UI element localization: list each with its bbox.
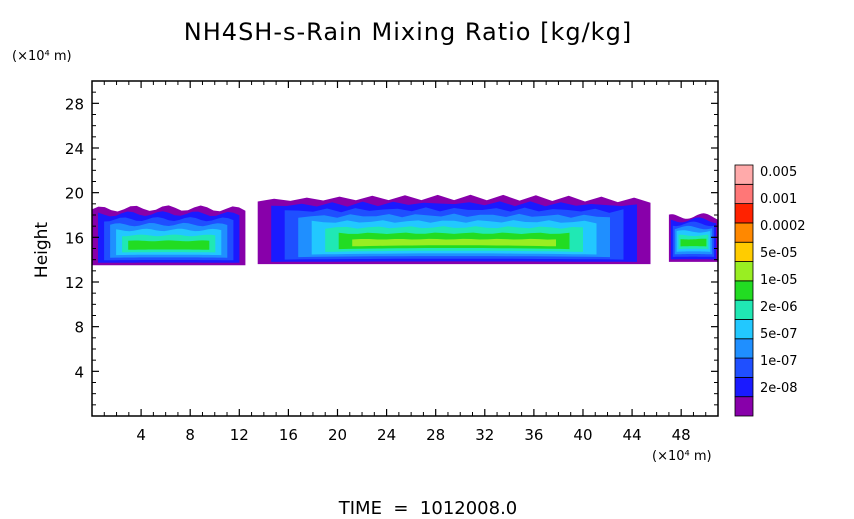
color-legend: 2e-08 1e-07 5e-07 2e-06 1e-05 5e-05 0.0002 0.00… xyxy=(734,164,806,417)
legend-label: 0.005 xyxy=(760,165,797,180)
legend-swatch xyxy=(734,203,754,224)
legend-swatch xyxy=(734,280,754,301)
field-band-right-6 xyxy=(680,238,707,247)
x-tick-label: 8 xyxy=(185,426,195,444)
y-unit-label: (×10⁴ m) xyxy=(12,49,72,64)
legend-label: 5e-05 xyxy=(760,246,798,261)
x-tick-label: 24 xyxy=(377,426,396,444)
y-tick-label: 20 xyxy=(65,185,84,203)
y-axis-label: Height xyxy=(32,222,52,279)
legend-swatch xyxy=(734,376,754,398)
x-tick-label: 20 xyxy=(328,426,347,444)
y-tick-label: 4 xyxy=(74,363,84,381)
legend-swatch xyxy=(734,299,754,320)
legend-label: 2e-06 xyxy=(760,300,798,315)
legend-label: 2e-08 xyxy=(760,381,798,396)
x-tick-label: 32 xyxy=(475,426,494,444)
legend-swatch xyxy=(734,319,754,340)
x-tick-label: 40 xyxy=(573,426,592,444)
x-tick-label: 28 xyxy=(426,426,445,444)
field-band-left-6 xyxy=(128,240,210,250)
legend-label: 0.0002 xyxy=(760,219,806,234)
y-tick-label: 12 xyxy=(65,274,84,292)
x-tick-label: 44 xyxy=(623,426,642,444)
legend-swatch xyxy=(734,261,754,282)
legend-swatch xyxy=(734,396,754,417)
x-tick-label: 48 xyxy=(672,426,691,444)
x-axis: 4 8 12 16 20 24 28 32 36 40 44 48 xyxy=(103,81,707,444)
y-tick-label: 28 xyxy=(65,95,84,113)
legend-label: 1e-07 xyxy=(760,354,798,369)
x-tick-label: 16 xyxy=(279,426,298,444)
legend-swatch xyxy=(734,357,754,378)
y-tick-label: 24 xyxy=(65,140,84,158)
field-band-main-7 xyxy=(352,238,556,247)
legend-swatch xyxy=(734,338,754,359)
chart-title: NH4SH-s-Rain Mixing Ratio [kg/kg] xyxy=(184,18,632,46)
legend-label: 5e-07 xyxy=(760,327,798,342)
legend-swatch xyxy=(734,241,754,262)
mixing-ratio-field xyxy=(92,194,718,266)
legend-label: 0.001 xyxy=(760,192,797,207)
x-tick-label: 12 xyxy=(230,426,249,444)
legend-swatch xyxy=(734,183,754,205)
legend-label: 1e-05 xyxy=(760,273,798,288)
time-footer: TIME = 1012008.0 xyxy=(338,498,518,519)
y-axis: 4 8 12 16 20 24 28 xyxy=(65,91,718,406)
x-tick-label: 36 xyxy=(524,426,543,444)
x-unit-label: (×10⁴ m) xyxy=(652,449,712,464)
y-tick-label: 16 xyxy=(65,229,84,247)
y-tick-label: 8 xyxy=(74,319,84,337)
legend-swatch xyxy=(734,222,754,243)
x-tick-label: 4 xyxy=(136,426,146,444)
legend-swatch xyxy=(734,164,754,185)
